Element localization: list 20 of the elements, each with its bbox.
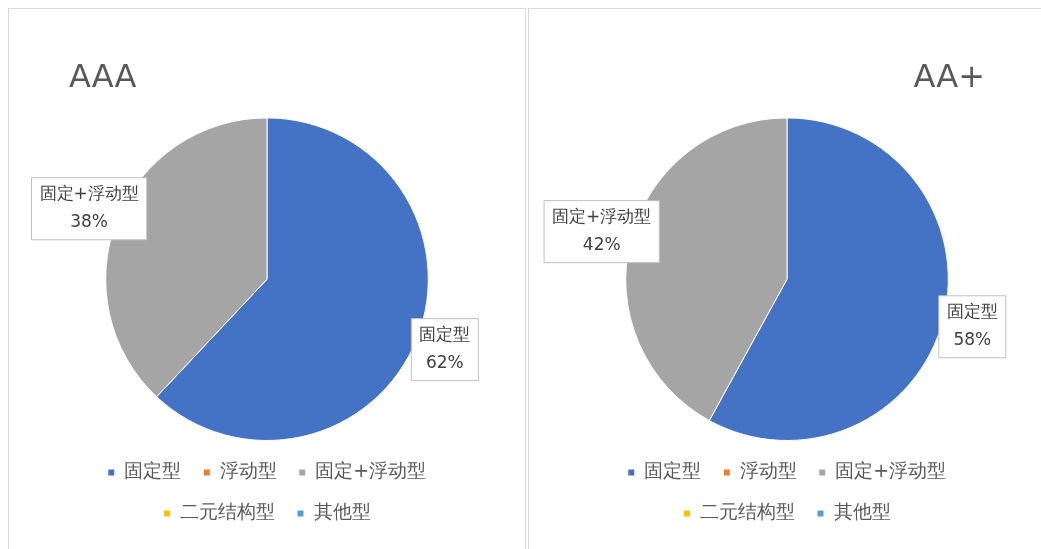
slice-label: 固定+浮动型 (39, 183, 139, 204)
chart-title: AAA (69, 56, 137, 95)
legend-label: 固定型 (644, 459, 702, 482)
legend-label: 浮动型 (739, 459, 797, 482)
data-label: 58% (953, 329, 992, 350)
chart-title: AA+ (913, 56, 985, 95)
slice-label: 固定+浮动型 (552, 206, 652, 227)
legend-label: 固定+浮动型 (315, 459, 427, 482)
slice-label: 固定型 (419, 324, 471, 345)
data-label: 62% (425, 352, 464, 373)
legend-label: 固定型 (124, 459, 182, 482)
legend-label: 其他型 (313, 500, 371, 523)
slice-label: 固定型 (946, 301, 998, 322)
legend-label: 其他型 (833, 500, 891, 523)
legend-label: 二元结构型 (180, 500, 275, 523)
legend-label: 浮动型 (219, 459, 277, 482)
data-label: 42% (582, 234, 621, 255)
legend-label: 固定+浮动型 (835, 459, 947, 482)
legend-label: 二元结构型 (700, 500, 795, 523)
data-label: 38% (70, 211, 109, 232)
